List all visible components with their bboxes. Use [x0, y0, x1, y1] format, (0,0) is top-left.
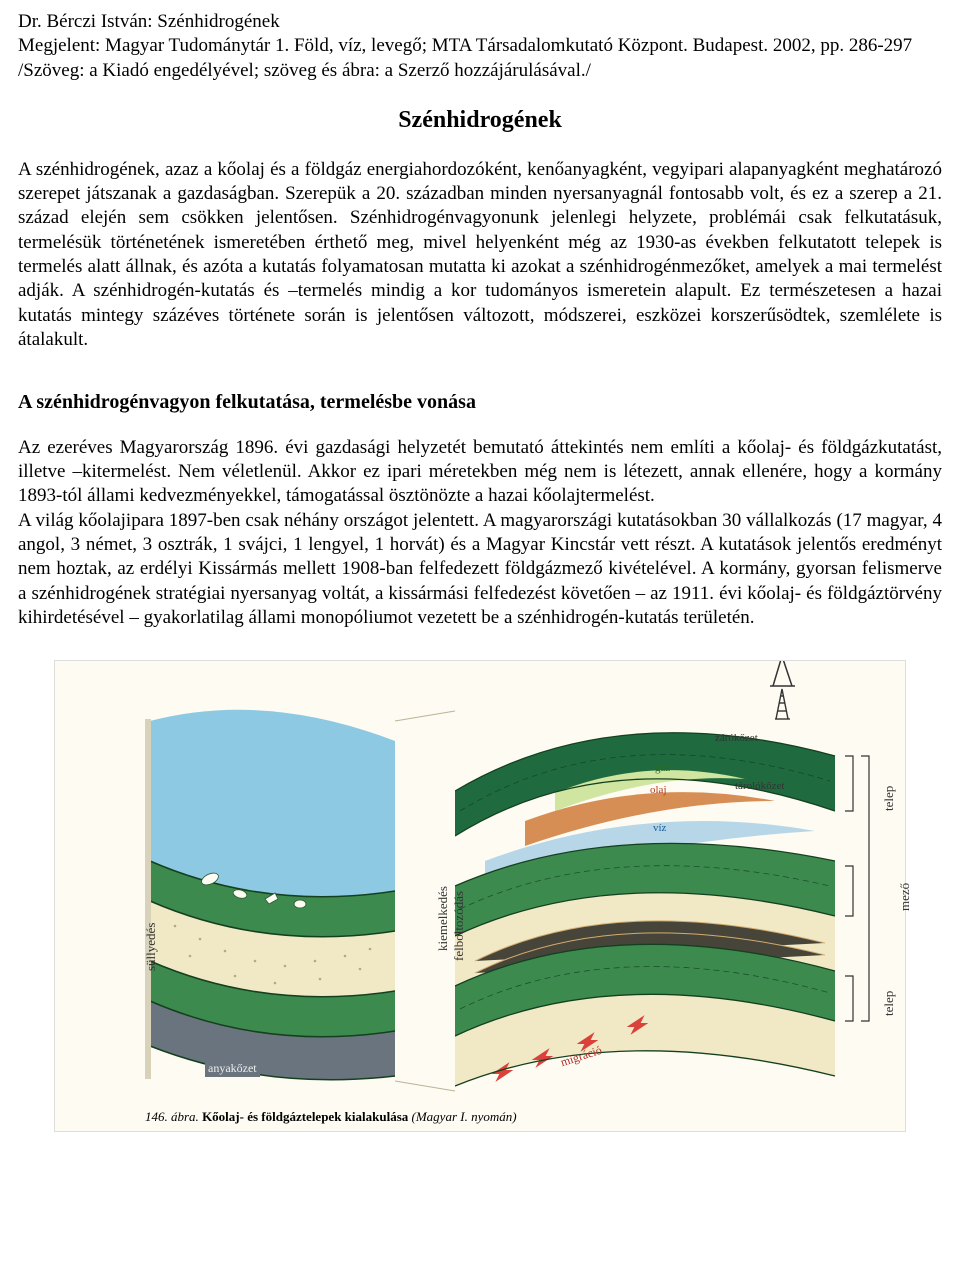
- intro-paragraph: A szénhidrogének, azaz a kőolaj és a föl…: [18, 158, 942, 353]
- geology-svg: [55, 661, 905, 1131]
- section-heading: A szénhidrogénvagyon felkutatása, termel…: [18, 390, 942, 416]
- doc-publication: Megjelent: Magyar Tudománytár 1. Föld, v…: [18, 34, 942, 83]
- label-viz: víz: [653, 821, 666, 835]
- page-title: Szénhidrogének: [18, 105, 942, 136]
- label-zarokozet: zárókőzet: [715, 731, 758, 745]
- label-felboltozodas: felboltozódás: [451, 891, 468, 961]
- label-olaj: olaj: [650, 783, 667, 797]
- label-telep-2: telep: [881, 991, 898, 1016]
- geology-figure: süllyedés kiemelkedés felboltozódás záró…: [54, 660, 906, 1132]
- label-mezo: mező: [897, 883, 914, 911]
- label-telep-1: telep: [881, 786, 898, 811]
- label-tarolokozet: tárolókőzet: [735, 779, 784, 793]
- label-kiemelkedes: kiemelkedés: [435, 886, 452, 951]
- label-gaz: gáz: [655, 761, 670, 775]
- label-anyakozet: anyakőzet: [205, 1061, 260, 1076]
- doc-author-title: Dr. Bérczi István: Szénhidrogének: [18, 10, 942, 34]
- body-paragraph-2: A világ kőolajipara 1897-ben csak néhány…: [18, 509, 942, 631]
- figure-caption: 146. ábra. Kőolaj- és földgáztelepek kia…: [145, 1109, 517, 1126]
- label-sullyed: süllyedés: [143, 923, 160, 971]
- body-paragraph-1: Az ezeréves Magyarország 1896. évi gazda…: [18, 436, 942, 509]
